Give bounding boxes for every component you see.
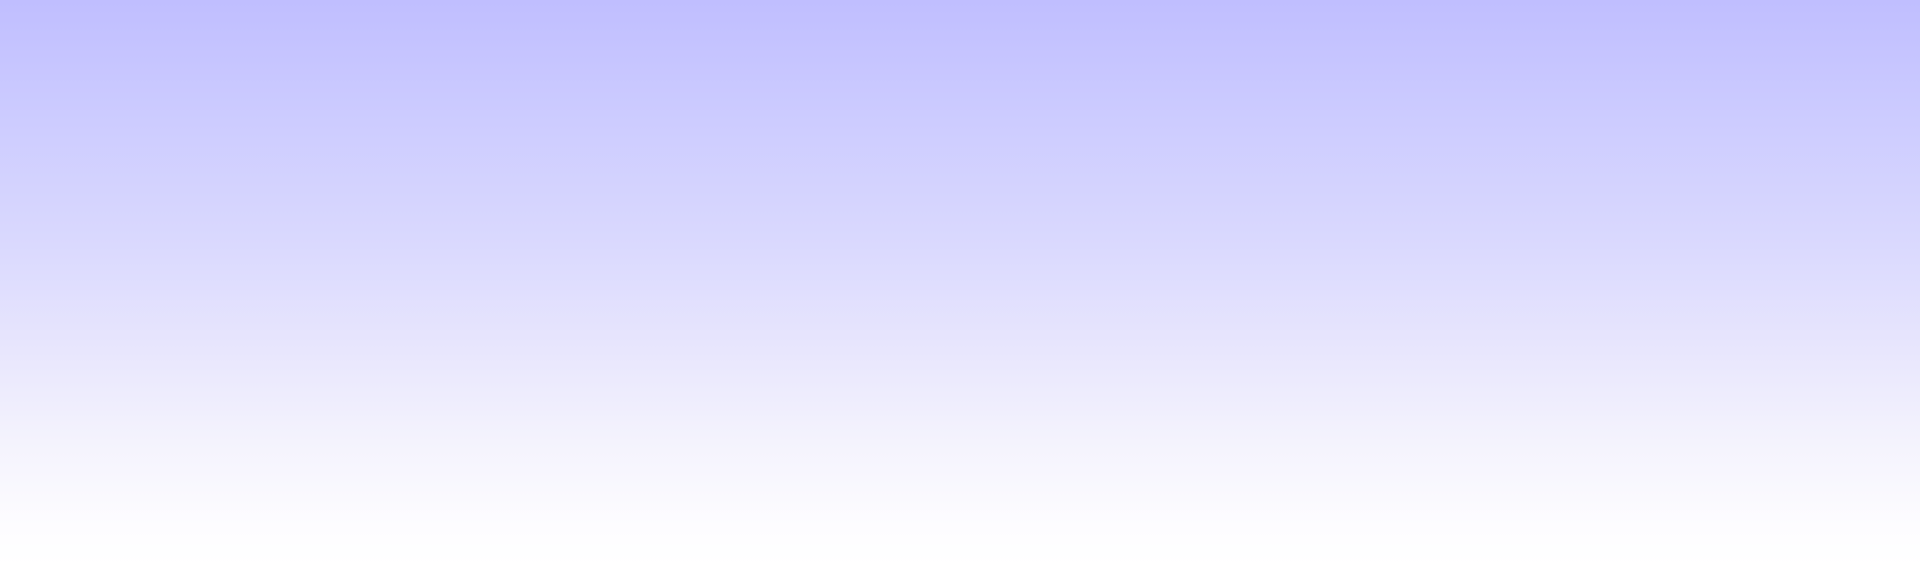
background-gradient <box>0 0 1920 566</box>
